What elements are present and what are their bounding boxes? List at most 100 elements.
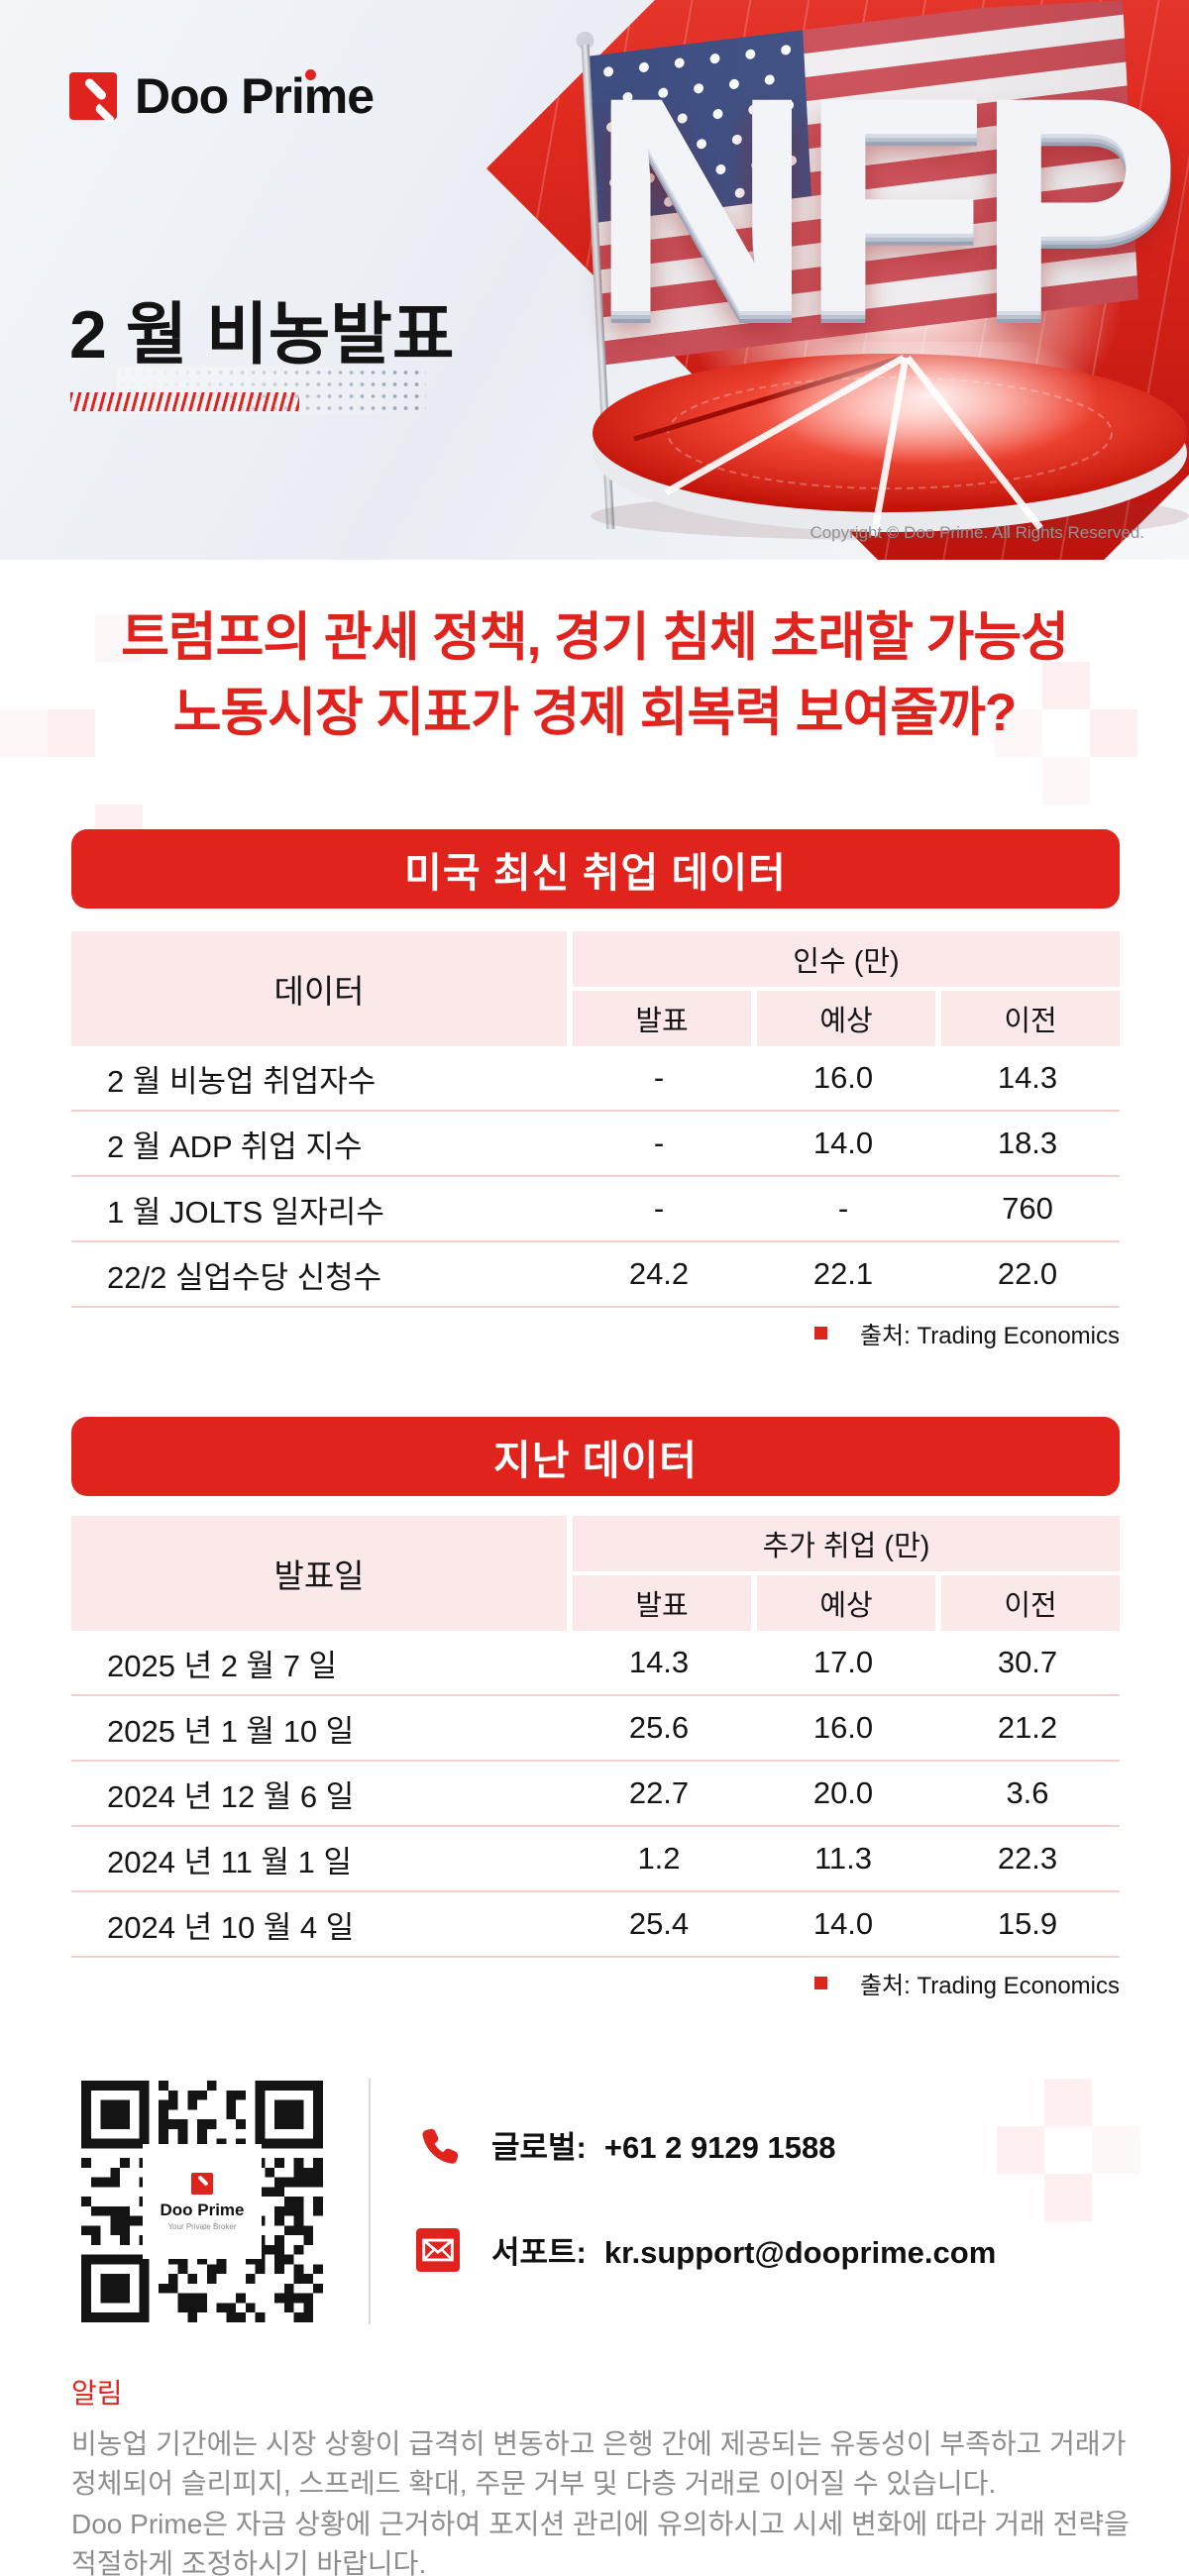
table-row: 2 월 ADP 취업 지수 - 14.0 18.3 <box>71 1112 1120 1177</box>
qr-center-logo: Doo Prime Your Private Broker <box>143 2144 262 2259</box>
cell-value: 24.2 <box>628 1256 690 1291</box>
row-label: 2 월 비농업 취업자수 <box>107 1063 377 1099</box>
cell-value: 14.0 <box>812 1906 874 1941</box>
flag-pole <box>581 44 615 530</box>
qr-brand-name: Doo Prime <box>160 2200 245 2219</box>
table-row: 1 월 JOLTS 일자리수 - - 760 <box>71 1177 1120 1242</box>
table1-sub-header: 예상 <box>757 991 935 1046</box>
nfp-3d-text: NFP <box>591 33 1181 376</box>
source-bullet-icon <box>813 1977 827 1989</box>
cell-value: 760 <box>1002 1191 1053 1226</box>
copyright-text: Copyright © Doo Prime. All Rights Reserv… <box>810 523 1144 542</box>
cell-value: 16.0 <box>812 1710 874 1745</box>
source-text: 출처: Trading Economics <box>859 1323 1120 1349</box>
row-label: 2 월 ADP 취업 지수 <box>107 1128 363 1164</box>
table1-body: 2 월 비농업 취업자수 - 16.0 14.3 2 월 ADP 취업 지수 -… <box>71 1046 1120 1308</box>
cell-value: 1.2 <box>637 1841 681 1876</box>
cell-value: 11.3 <box>813 1841 873 1876</box>
row-label: 2025 년 1 월 10 일 <box>107 1713 355 1749</box>
table1-group-header: 인수 (만) <box>573 931 1120 987</box>
table-row: 2025 년 1 월 10 일 25.6 16.0 21.2 <box>71 1696 1120 1762</box>
source-bullet-icon <box>813 1327 827 1340</box>
section-banner-latest-data: 미국 최신 취업 데이터 <box>71 829 1120 909</box>
cell-value: 30.7 <box>997 1645 1058 1679</box>
cell-value: - <box>653 1126 665 1160</box>
contact-support-value: kr.support@dooprime.com <box>603 2235 997 2270</box>
cell-value: 22.1 <box>812 1256 874 1291</box>
flag-pole-finial <box>576 31 594 50</box>
table-row: 2024 년 12 월 6 일 22.7 20.0 3.6 <box>71 1762 1120 1827</box>
cell-value: 15.9 <box>997 1906 1058 1941</box>
source-line: 출처: Trading Economics <box>71 1966 1120 2000</box>
contact-support: 서포트: kr.support@dooprime.com <box>416 2227 996 2272</box>
mail-icon <box>416 2227 460 2272</box>
row-label: 2025 년 2 월 7 일 <box>107 1648 338 1683</box>
source-line: 출처: Trading Economics <box>71 1316 1120 1350</box>
table2-sub-header: 이전 <box>941 1575 1120 1631</box>
headline-line2: 노동시장 지표가 경제 회복력 보여줄까? <box>172 684 1017 742</box>
disclaimer-paragraph-2: Doo Prime은 자금 상황에 근거하여 포지션 관리에 유의하시고 시세 … <box>71 2508 1130 2576</box>
cell-value: 18.3 <box>997 1126 1058 1160</box>
contact-global-label: 글로벌: <box>491 2130 587 2165</box>
cell-value: - <box>653 1191 665 1226</box>
flag-cloth <box>590 0 1138 366</box>
cell-value: 16.0 <box>812 1060 874 1095</box>
headline-line1: 트럼프의 관세 정책, 경기 침체 초래할 가능성 <box>121 608 1069 667</box>
cell-value: 25.4 <box>628 1906 690 1941</box>
hatch-decoration <box>70 392 299 411</box>
cell-value: - <box>653 1060 665 1095</box>
cell-value: 14.3 <box>628 1645 690 1679</box>
table1-header: 데이터 인수 (만) 발표 예상 이전 <box>71 931 1120 1046</box>
footer-disclaimer: 알림 비농업 기간에는 시장 상황이 급격히 변동하고 은행 간에 제공되는 유… <box>71 2374 1132 2576</box>
cell-value: 14.0 <box>812 1126 874 1160</box>
row-label: 2024 년 12 월 6 일 <box>107 1778 355 1814</box>
cell-value: 22.0 <box>997 1256 1058 1291</box>
doo-prime-logo: Doo Prime <box>69 67 375 125</box>
qr-brand-tagline: Your Private Broker <box>167 2221 237 2231</box>
doo-prime-mini-icon <box>191 2172 213 2195</box>
cell-value: 22.3 <box>997 1841 1058 1876</box>
contact-global-value: +61 2 9129 1588 <box>603 2130 836 2165</box>
cell-value: 17.0 <box>812 1645 874 1679</box>
contact-global: 글로벌: +61 2 9129 1588 <box>416 2122 835 2167</box>
page-title: 2 월 비농발표 <box>69 297 455 373</box>
source-text: 출처: Trading Economics <box>859 1973 1120 1999</box>
qr-code: Doo Prime Your Private Broker <box>81 2081 323 2322</box>
table-row: 2 월 비농업 취업자수 - 16.0 14.3 <box>71 1046 1120 1112</box>
table2-sub-header: 예상 <box>757 1575 935 1631</box>
brand-dot-decoration <box>305 69 316 80</box>
cell-value: 25.6 <box>628 1710 690 1745</box>
notice-title: 알림 <box>71 2378 123 2409</box>
table1-sub-header: 발표 <box>573 991 751 1046</box>
phone-icon <box>422 2128 459 2164</box>
section-banner-past-data: 지난 데이터 <box>71 1417 1120 1496</box>
table-row: 2024 년 10 월 4 일 25.4 14.0 15.9 <box>71 1892 1120 1958</box>
cell-value: - <box>837 1191 849 1226</box>
table-row: 2025 년 2 월 7 일 14.3 17.0 30.7 <box>71 1631 1120 1696</box>
table-row: 22/2 실업수당 신청수 24.2 22.1 22.0 <box>71 1242 1120 1308</box>
cell-value: 22.7 <box>628 1775 690 1810</box>
table1-col-main: 데이터 <box>71 931 567 1046</box>
table2-header: 발표일 추가 취업 (만) 발표 예상 이전 <box>71 1516 1120 1631</box>
disclaimer-paragraph-1: 비농업 기간에는 시장 상황이 급격히 변동하고 은행 간에 제공되는 유동성이… <box>71 2427 1127 2500</box>
cell-value: 21.2 <box>997 1710 1058 1745</box>
contact-support-label: 서포트: <box>491 2235 587 2270</box>
cell-value: 20.0 <box>812 1775 874 1810</box>
row-label: 2024 년 10 월 4 일 <box>107 1909 355 1945</box>
row-label: 22/2 실업수당 신청수 <box>107 1259 382 1295</box>
table2-group-header: 추가 취업 (만) <box>573 1516 1120 1571</box>
vertical-divider <box>369 2079 371 2324</box>
row-label: 2024 년 11 월 1 일 <box>107 1844 353 1879</box>
us-flag-graphic <box>576 0 1138 530</box>
headline: 트럼프의 관세 정책, 경기 침체 초래할 가능성 노동시장 지표가 경제 회복… <box>0 600 1189 751</box>
row-label: 1 월 JOLTS 일자리수 <box>107 1194 384 1230</box>
cell-value: 3.6 <box>1006 1775 1049 1810</box>
cell-value: 14.3 <box>997 1060 1058 1095</box>
table2-body: 2025 년 2 월 7 일 14.3 17.0 30.7 2025 년 1 월… <box>71 1631 1120 1958</box>
brand-name: Doo Prime <box>135 68 375 124</box>
hero-banner: NFP Doo Prime 2 월 비농발표 Copyright © Doo P… <box>0 0 1189 560</box>
table2-sub-header: 발표 <box>573 1575 751 1631</box>
doo-prime-logo-icon <box>69 72 121 125</box>
table-row: 2024 년 11 월 1 일 1.2 11.3 22.3 <box>71 1827 1120 1892</box>
